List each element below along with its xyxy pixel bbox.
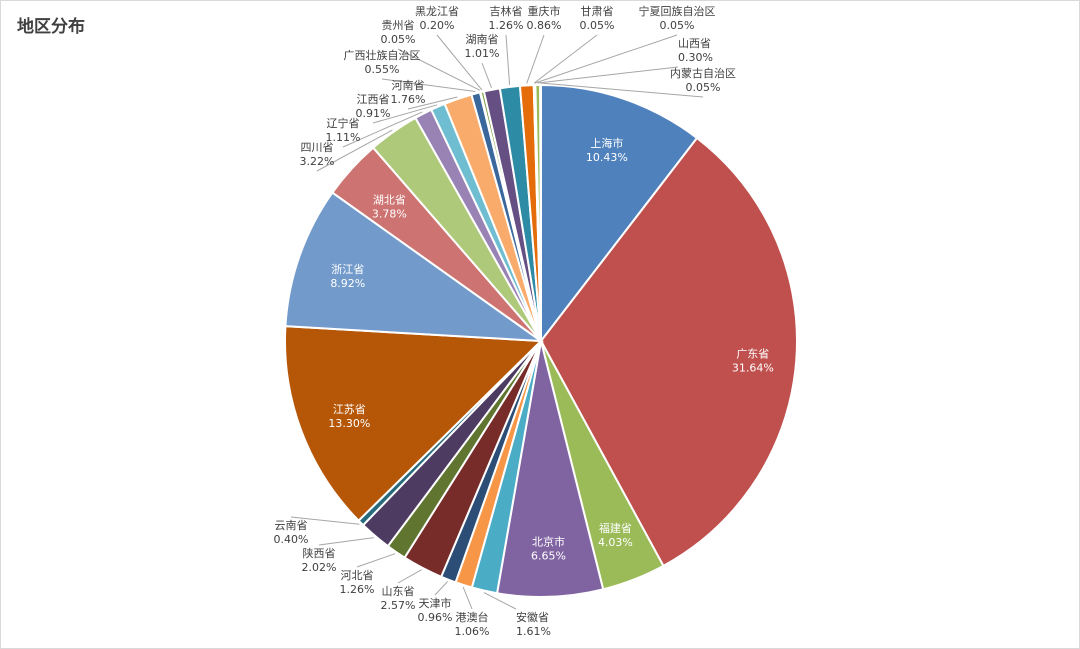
slice-label: 江苏省 (333, 403, 366, 416)
slice-label: 江西省 (357, 93, 390, 106)
slice-percent: 0.05% (660, 19, 695, 32)
slice-percent: 6.65% (531, 550, 566, 563)
pie-slice (539, 83, 542, 342)
leader-line (407, 96, 458, 110)
pie-slice (284, 325, 544, 523)
slice-percent: 0.91% (356, 107, 391, 120)
slice-percent: 0.30% (678, 51, 713, 64)
slice-label: 浙江省 (331, 263, 364, 276)
chart-title: 地区分布 (17, 17, 85, 37)
slice-label: 辽宁省 (327, 116, 360, 130)
slice-label: 山东省 (382, 585, 415, 598)
leader-line (537, 66, 679, 84)
slice-percent: 1.11% (326, 131, 361, 144)
leader-line (533, 34, 598, 84)
slice-percent: 0.55% (365, 63, 400, 76)
slice-label: 吉林省 (490, 4, 523, 18)
slice-label: 福建省 (599, 521, 632, 535)
leader-line (397, 48, 481, 91)
leader-line (356, 553, 396, 568)
pie-slice (284, 191, 545, 343)
slice-percent: 10.43% (586, 151, 628, 164)
slice-percent: 2.02% (302, 561, 337, 574)
slice-label: 河北省 (341, 569, 374, 582)
slice-label: 山西省 (678, 37, 711, 50)
leader-lines (290, 34, 704, 610)
slice-percent: 1.01% (465, 47, 500, 60)
slice-label: 内蒙古自治区 (670, 66, 736, 80)
slice-percent: 0.96% (418, 611, 453, 624)
slice-percent: 0.20% (420, 19, 455, 32)
slice-label: 甘肃省 (581, 5, 614, 18)
slice-percent: 13.30% (328, 417, 370, 430)
slice-label: 湖南省 (466, 33, 499, 46)
slice-label: 湖北省 (373, 193, 406, 206)
pie-slices (284, 83, 798, 598)
slice-label: 上海市 (590, 136, 623, 150)
slice-percent: 0.40% (274, 533, 309, 546)
leader-line (318, 537, 374, 546)
slice-label: 安徽省 (516, 610, 549, 624)
leader-line (540, 82, 704, 98)
slice-percent: 31.64% (732, 362, 774, 375)
leader-line (381, 78, 476, 92)
slice-label: 云南省 (275, 519, 308, 532)
slice-label: 黑龙江省 (415, 5, 459, 18)
slice-percent: 4.03% (598, 536, 633, 549)
pie-slice (539, 136, 798, 568)
slice-percent: 2.57% (381, 599, 416, 612)
leader-line (372, 104, 438, 124)
leader-line (436, 34, 483, 91)
slice-label: 四川省 (301, 141, 334, 154)
slice-percent: 1.26% (340, 583, 375, 596)
leader-line (462, 586, 473, 610)
slice-percent: 0.05% (381, 33, 416, 46)
slice-label: 天津市 (419, 596, 452, 610)
pie-slice (495, 340, 605, 598)
slice-label: 河南省 (392, 79, 425, 92)
slice-percent: 1.26% (489, 19, 524, 32)
slice-percent: 1.76% (391, 93, 426, 106)
slice-label: 港澳台 (456, 610, 489, 624)
slice-label: 贵州省 (382, 19, 415, 32)
slice-percent: 3.78% (372, 207, 407, 220)
slice-label: 广东省 (736, 348, 769, 361)
slice-label: 广西壮族自治区 (344, 48, 421, 62)
slice-label: 陕西省 (303, 546, 336, 560)
leader-line (397, 569, 422, 584)
leader-line (342, 111, 423, 148)
slice-percent: 8.92% (330, 277, 365, 290)
leader-line (434, 581, 448, 596)
leader-line (483, 592, 517, 610)
slice-percent: 1.06% (455, 625, 490, 638)
slice-percent: 0.05% (580, 19, 615, 32)
leader-line (505, 34, 511, 85)
slice-percent: 3.22% (300, 155, 335, 168)
leader-line (316, 129, 393, 172)
leader-line (290, 516, 360, 525)
pie-slice (540, 83, 699, 344)
slice-label: 重庆市 (528, 4, 561, 18)
leader-line (481, 62, 492, 88)
leader-line (534, 34, 678, 84)
slice-percent: 1.61% (516, 625, 551, 638)
leader-line (526, 34, 545, 84)
slice-label: 北京市 (532, 535, 565, 549)
slice-label: 宁夏回族自治区 (639, 4, 716, 18)
slice-percent: 0.86% (527, 19, 562, 32)
slice-percent: 0.05% (686, 81, 721, 94)
